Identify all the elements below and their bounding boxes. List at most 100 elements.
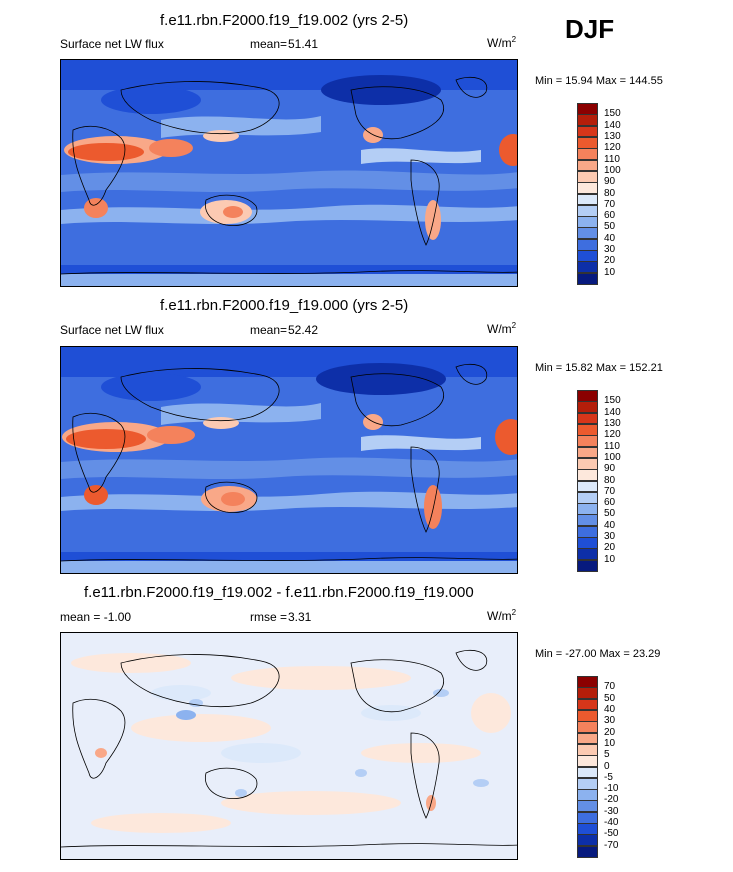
colorbar-tick-label: 60	[604, 497, 616, 509]
colorbar-tick-label: 70	[604, 198, 616, 210]
colorbar-cell	[577, 193, 598, 206]
panel-1-title: f.e11.rbn.F2000.f19_f19.002 (yrs 2-5)	[160, 12, 409, 29]
colorbar-cell	[577, 227, 598, 240]
colorbar-tick-label: -20	[604, 794, 619, 806]
panel-2-mean-label: mean=	[250, 323, 288, 337]
colorbar-cell	[577, 446, 598, 459]
colorbar-cell	[577, 811, 598, 824]
colorbar-cell	[577, 834, 598, 847]
colorbar-cell	[577, 390, 598, 402]
colorbar-tick-label: -5	[604, 771, 613, 783]
colorbar-cell	[577, 755, 598, 767]
colorbar-cell	[577, 721, 598, 734]
colorbar-tick-label: 0	[604, 760, 610, 772]
colorbar-tick-label: 30	[604, 244, 616, 256]
panel-1-colorbar: 150 140 130 120 110 100 90 80 70 60 50 40 30 20 10	[577, 103, 621, 285]
colorbar-cell	[577, 159, 598, 172]
colorbar-cell	[577, 777, 598, 790]
colorbar-cell	[577, 136, 598, 149]
panel-1-map	[60, 59, 518, 287]
colorbar-cell	[577, 170, 598, 183]
colorbar-cell	[577, 525, 598, 538]
colorbar-tick-label: 20	[604, 255, 616, 267]
colorbar-tick-label: 80	[604, 474, 616, 486]
colorbar-tick-label: 30	[604, 531, 616, 543]
colorbar-tick-label: 80	[604, 187, 616, 199]
panel-1-contour-map	[61, 60, 517, 286]
colorbar-tick-label: 90	[604, 463, 616, 475]
colorbar-cell	[577, 480, 598, 493]
colorbar-tick-label: -40	[604, 817, 619, 829]
colorbar-cell	[577, 537, 598, 549]
colorbar-tick-label: 110	[604, 153, 620, 165]
colorbar-tick-label: 50	[604, 221, 616, 233]
colorbar-cell	[577, 148, 598, 161]
panel-1-minmax: Min = 15.94 Max = 144.55	[535, 75, 663, 87]
colorbar-cell	[577, 491, 598, 504]
panel-1-mean-value: 51.41	[288, 37, 319, 51]
colorbar-tick-label: 10	[604, 553, 616, 565]
panel-2-minmax: Min = 15.82 Max = 152.21	[535, 362, 663, 374]
colorbar-cell	[577, 412, 598, 425]
colorbar-tick-label: 140	[604, 119, 621, 131]
colorbar-cell	[577, 103, 598, 115]
colorbar-cell	[577, 401, 598, 414]
colorbar-cell	[577, 261, 598, 274]
panel-3-contour-map	[61, 633, 517, 859]
panel-2-variable-label: Surface net LW flux	[60, 323, 164, 337]
colorbar-tick-label: -30	[604, 805, 619, 817]
colorbar-tick-label: 70	[604, 681, 616, 693]
colorbar-cell	[577, 114, 598, 127]
colorbar-tick-label: 5	[604, 749, 610, 761]
colorbar-cell	[577, 125, 598, 138]
panel-3-mean-label: mean = -1.00	[60, 610, 132, 624]
panel-2-title: f.e11.rbn.F2000.f19_f19.000 (yrs 2-5)	[160, 297, 409, 314]
colorbar-cell	[577, 469, 598, 481]
colorbar-tick-label: 90	[604, 176, 616, 188]
panel-2-contour-map	[61, 347, 517, 573]
colorbar-tick-label: 30	[604, 715, 616, 727]
panel-1-units: W/m2	[487, 35, 517, 50]
colorbar-cell	[577, 457, 598, 470]
colorbar-cell	[577, 823, 598, 835]
colorbar-tick-label: 40	[604, 519, 616, 531]
colorbar-cell	[577, 423, 598, 436]
colorbar-tick-label: 10	[604, 737, 616, 749]
panel-3-rmse-value: 3.31	[288, 610, 312, 624]
colorbar-tick-label: 50	[604, 508, 616, 520]
panel-2-colorbar: 150 140 130 120 110 100 90 80 70 60 50 40 30 20 10	[577, 390, 621, 572]
colorbar-tick-label: 110	[604, 440, 620, 452]
colorbar-cell	[577, 238, 598, 251]
colorbar-cell	[577, 503, 598, 515]
colorbar-tick-label: 150	[604, 395, 621, 407]
colorbar-cell	[577, 743, 598, 756]
panel-2-mean-value: 52.42	[288, 323, 319, 337]
colorbar-tick-label: -10	[604, 783, 619, 795]
colorbar-cell	[577, 435, 598, 448]
colorbar-tick-label: 60	[604, 210, 616, 222]
panel-3-minmax: Min = -27.00 Max = 23.29	[535, 648, 661, 660]
colorbar-cell	[577, 514, 598, 527]
panel-3-rmse-label: rmse =	[250, 610, 288, 624]
colorbar-cell	[577, 687, 598, 700]
colorbar-cell	[577, 559, 598, 572]
colorbar-tick-label: 50	[604, 692, 616, 704]
panel-3-colorbar: 70 50 40 30 20 10 5 0 -5 -10 -20 -30 -40 -50 -70	[577, 676, 618, 858]
colorbar-tick-label: 20	[604, 542, 616, 554]
colorbar-cell	[577, 548, 598, 561]
colorbar-tick-label: 20	[604, 726, 616, 738]
colorbar-cell	[577, 800, 598, 813]
panel-2-units: W/m2	[487, 321, 517, 336]
season-label: DJF	[565, 14, 615, 44]
colorbar-cell	[577, 204, 598, 217]
colorbar-tick-label: 100	[604, 164, 621, 176]
colorbar-cell	[577, 845, 598, 858]
colorbar-tick-label: 10	[604, 266, 616, 278]
colorbar-tick-label: -70	[604, 839, 619, 851]
panel-1-mean-label: mean=	[250, 37, 288, 51]
colorbar-cell	[577, 698, 598, 711]
panel-1-variable-label: Surface net LW flux	[60, 37, 164, 51]
colorbar-tick-label: 140	[604, 406, 621, 418]
panel-2-map	[60, 346, 518, 574]
panel-3-map	[60, 632, 518, 860]
